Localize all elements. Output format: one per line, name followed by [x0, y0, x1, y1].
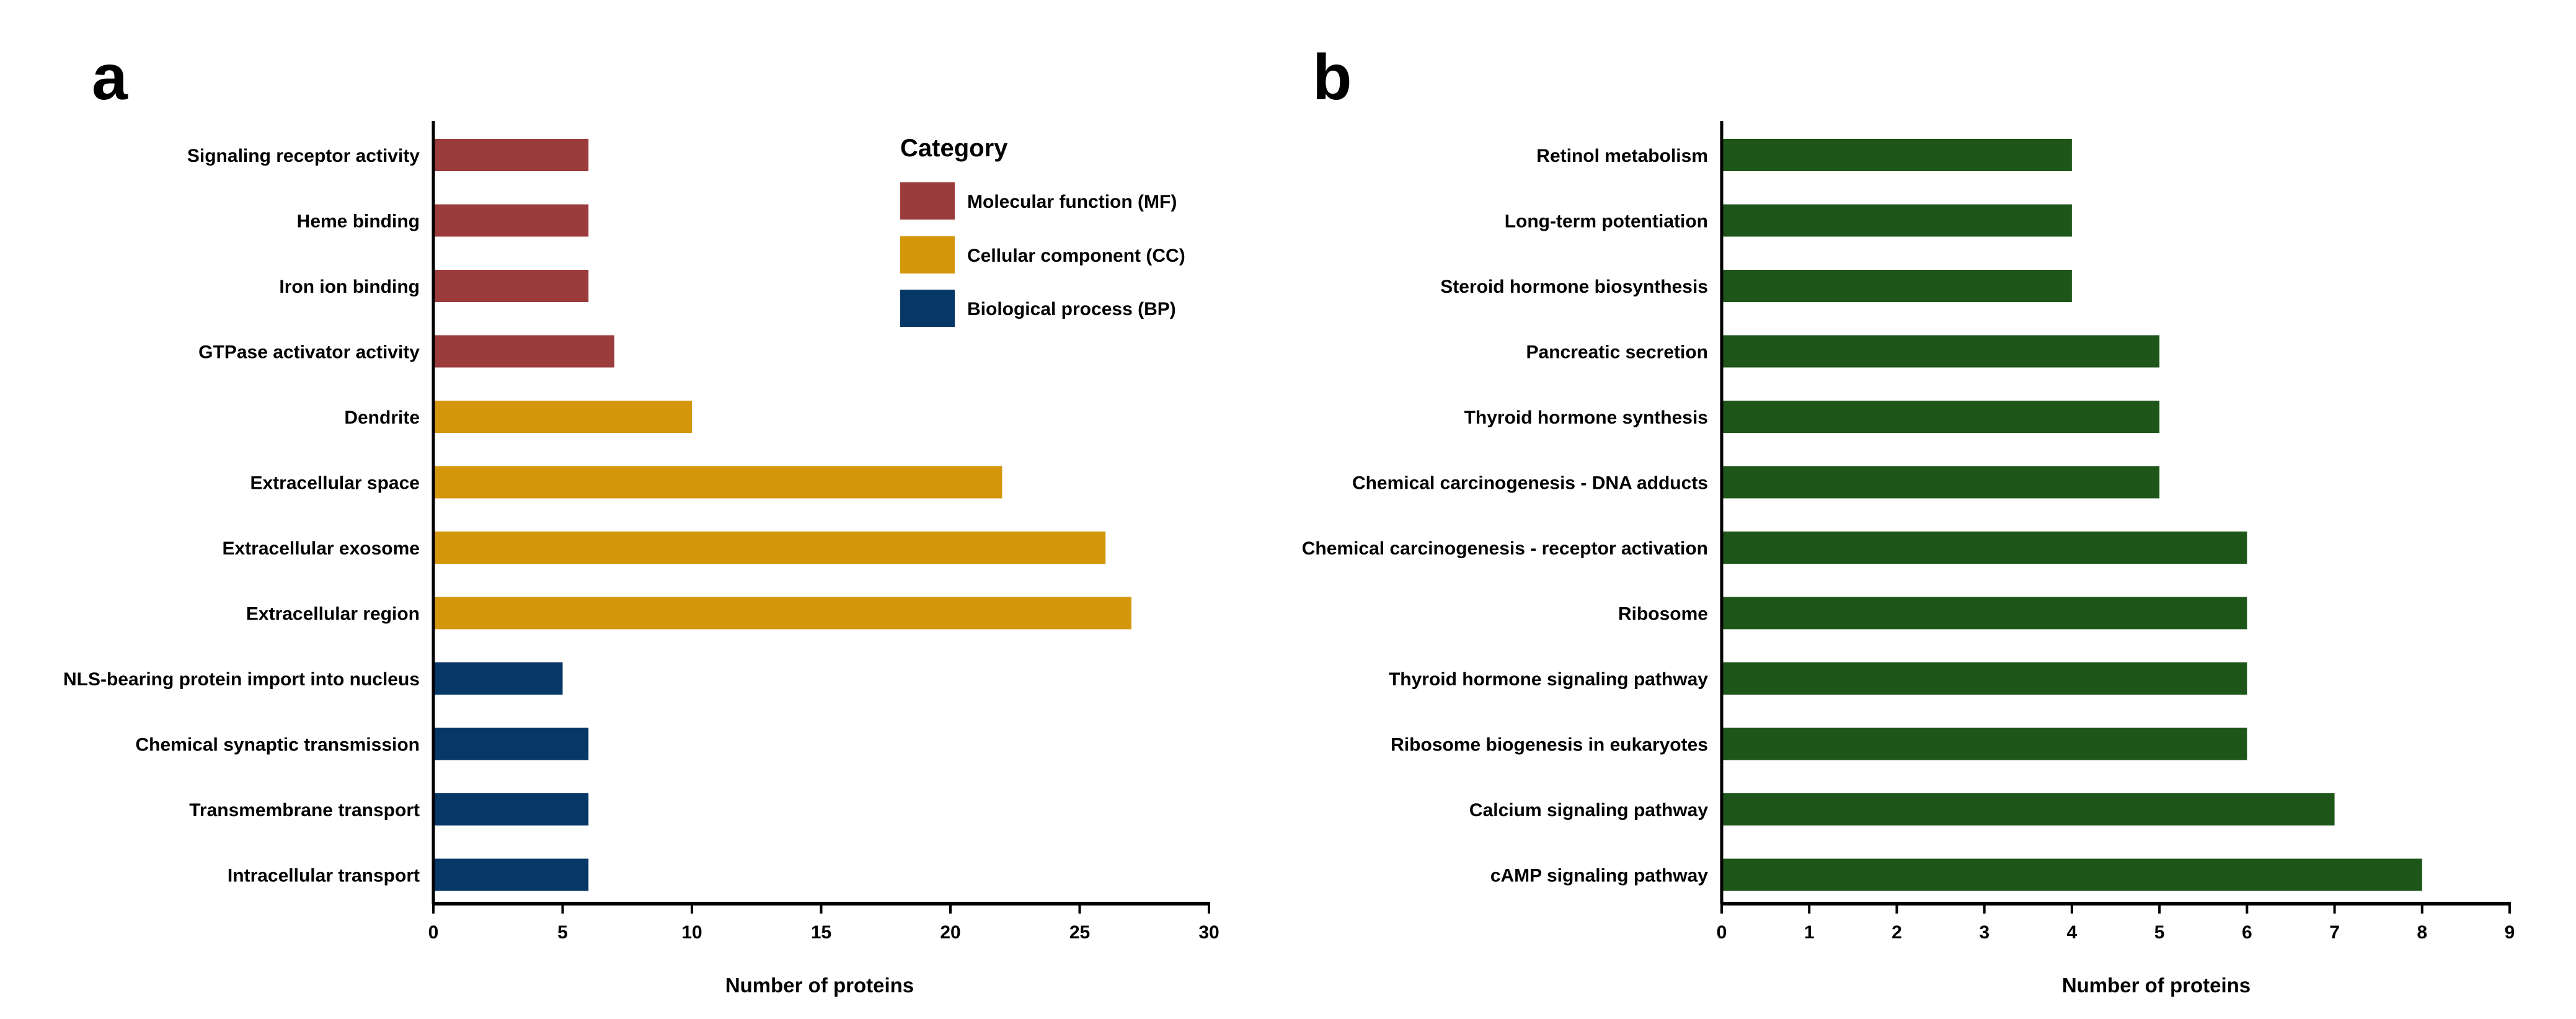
panel-a-legend-label: Cellular component (CC)	[967, 246, 1185, 266]
panel-b-category-label: Ribosome	[1618, 604, 1708, 625]
panel-b-x-tick-label: 5	[2154, 922, 2165, 943]
panel-b-bar	[1722, 466, 2160, 499]
panel-b-category-label: Chemical carcinogenesis - receptor activ…	[1302, 538, 1708, 559]
panel-b-x-tick-label: 0	[1717, 922, 1727, 943]
panel-b-x-tick-label: 9	[2505, 922, 2515, 943]
panel-b-letter: b	[1312, 42, 1352, 113]
panel-b-category-label: Thyroid hormone synthesis	[1464, 407, 1708, 428]
panel-a-bar	[433, 401, 692, 433]
panel-a-category-label: Extracellular exosome	[222, 538, 420, 559]
panel-a-category-label: Chemical synaptic transmission	[136, 735, 420, 755]
panel-a-bar	[433, 858, 589, 891]
panel-a-category-label: Heme binding	[297, 211, 420, 232]
panel-b-category-label: Chemical carcinogenesis - DNA adducts	[1352, 473, 1708, 494]
panel-a-x-axis-title: Number of proteins	[725, 974, 914, 997]
panel-b-bar	[1722, 335, 2160, 368]
panel-a-bar	[433, 270, 589, 302]
panel-a-bar	[433, 793, 589, 825]
panel-b-category-label: Thyroid hormone signaling pathway	[1389, 669, 1708, 690]
panel-b-category-label: Ribosome biogenesis in eukaryotes	[1391, 735, 1708, 755]
panel-a-category-label: NLS-bearing protein import into nucleus	[63, 669, 420, 690]
panel-a-bar	[433, 204, 589, 237]
panel-a-category-label: Dendrite	[344, 407, 420, 428]
panel-a-category-label: Intracellular transport	[228, 866, 420, 886]
panel-b-x-tick-label: 1	[1804, 922, 1815, 943]
panel-a-bar	[433, 532, 1106, 564]
panel-a-bar	[433, 139, 589, 171]
panel-a-x-tick-label: 5	[557, 922, 568, 943]
panel-a-bar	[433, 466, 1003, 499]
panel-b-x-tick-label: 6	[2242, 922, 2252, 943]
panel-b-x-tick-label: 7	[2329, 922, 2340, 943]
panel-b-bar	[1722, 139, 2072, 171]
panel-a-bar	[433, 728, 589, 760]
panel-a-legend-swatch	[900, 290, 955, 327]
panel-a-x-tick-label: 30	[1198, 922, 1219, 943]
panel-a-category-label: Signaling receptor activity	[187, 146, 420, 166]
panel-a-legend-label: Biological process (BP)	[967, 299, 1176, 319]
panel-a-bar	[433, 662, 563, 695]
panel-a-legend-label: Molecular function (MF)	[967, 192, 1177, 212]
panel-b-bar	[1722, 270, 2072, 302]
panel-b-bar	[1722, 662, 2247, 695]
panel-a-category-label: Transmembrane transport	[189, 800, 420, 821]
panel-a-category-label: Extracellular space	[250, 473, 420, 494]
panel-a-legend-swatch	[900, 182, 955, 220]
panel-b-category-label: Steroid hormone biosynthesis	[1440, 277, 1708, 297]
panel-a-category-label: Extracellular region	[246, 604, 420, 625]
panel-a-category-label: Iron ion binding	[279, 277, 420, 297]
panel-b-bar	[1722, 532, 2247, 564]
panel-a-x-tick-label: 25	[1069, 922, 1090, 943]
panel-b-category-label: Retinol metabolism	[1536, 146, 1708, 166]
panel-b-bar	[1722, 401, 2160, 433]
panel-b-bar	[1722, 858, 2422, 891]
panel-a-category-label: GTPase activator activity	[198, 342, 420, 363]
panel-a-x-tick-label: 15	[811, 922, 831, 943]
panel-b-x-tick-label: 3	[1979, 922, 1990, 943]
panel-b-x-tick-label: 4	[2067, 922, 2078, 943]
panel-a-x-tick-label: 20	[940, 922, 960, 943]
panel-b-category-label: cAMP signaling pathway	[1490, 866, 1708, 886]
panel-b-x-tick-label: 2	[1892, 922, 1902, 943]
panel-b-x-axis-title: Number of proteins	[2062, 974, 2251, 997]
panel-b-bar	[1722, 793, 2335, 825]
panel-a-x-tick-label: 0	[428, 922, 439, 943]
panel-b-bar	[1722, 597, 2247, 630]
panel-b-x-tick-label: 8	[2417, 922, 2427, 943]
panel-a-bar	[433, 597, 1131, 630]
panel-b-bar	[1722, 204, 2072, 237]
panel-a-letter: a	[92, 42, 128, 113]
panel-b-category-label: Calcium signaling pathway	[1469, 800, 1708, 821]
panel-b-bar	[1722, 728, 2247, 760]
panel-a-x-tick-label: 10	[681, 922, 702, 943]
panel-b-category-label: Long-term potentiation	[1505, 211, 1708, 232]
panel-a-legend-title: Category	[900, 135, 1008, 162]
panel-a-legend-swatch	[900, 236, 955, 274]
panel-b-category-label: Pancreatic secretion	[1526, 342, 1708, 363]
panel-a-bar	[433, 335, 614, 368]
